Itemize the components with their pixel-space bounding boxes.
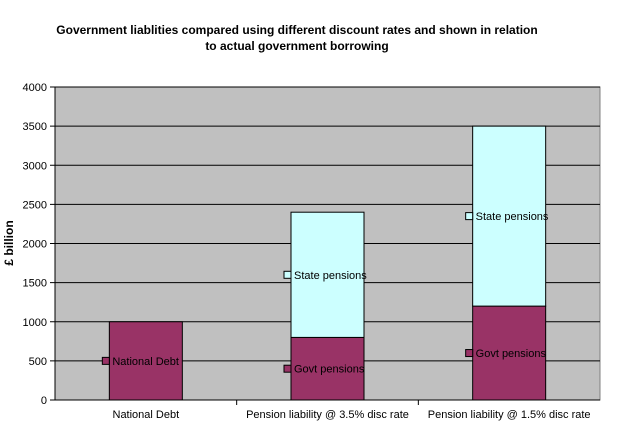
y-tick-label: 4000 (23, 82, 47, 94)
y-tick-label: 3500 (23, 121, 47, 133)
data-label-marker (283, 270, 292, 279)
x-ticks: National Debt Pension liability @ 3.5% di… (113, 400, 591, 421)
y-tick-label: 2000 (23, 239, 47, 251)
y-tick-label: 500 (29, 356, 47, 368)
x-tick-label: National Debt (113, 409, 180, 421)
data-label: Govt pensions (476, 348, 547, 360)
bar-segment (290, 336, 365, 401)
x-tick-label: Pension liability @ 1.5% disc rate (428, 409, 591, 421)
data-label-marker (283, 364, 292, 373)
chart-title-line-2: to actual government borrowing (205, 39, 388, 53)
x-tick-label: Pension liability @ 3.5% disc rate (246, 409, 409, 421)
data-label: Govt pensions (294, 364, 365, 376)
data-label-marker (101, 356, 110, 365)
y-tick-label: 1500 (23, 278, 47, 290)
y-tick-label: 2500 (23, 199, 47, 211)
data-label: State pensions (294, 270, 367, 282)
data-label-marker (465, 212, 474, 221)
bar-segment (472, 305, 547, 401)
y-tick-label: 0 (41, 395, 47, 407)
y-tick-label: 3000 (23, 160, 47, 172)
chart-title-line-1: Government liablities compared using dif… (56, 23, 537, 37)
bar-segment (108, 321, 183, 401)
data-label: National Debt (112, 356, 179, 368)
data-label-marker (465, 349, 474, 358)
bar-segment (472, 125, 547, 307)
y-axis-label: £ billion (2, 220, 16, 265)
y-tick-label: 1000 (23, 317, 47, 329)
data-labels: National Debt Govt pensions State pensions… (101, 211, 549, 376)
bars (108, 125, 547, 401)
data-label: State pensions (476, 211, 549, 223)
y-ticks: 0 500 1000 1500 2000 2500 3000 3500 4000 (23, 82, 55, 407)
bar-segment (290, 211, 365, 338)
